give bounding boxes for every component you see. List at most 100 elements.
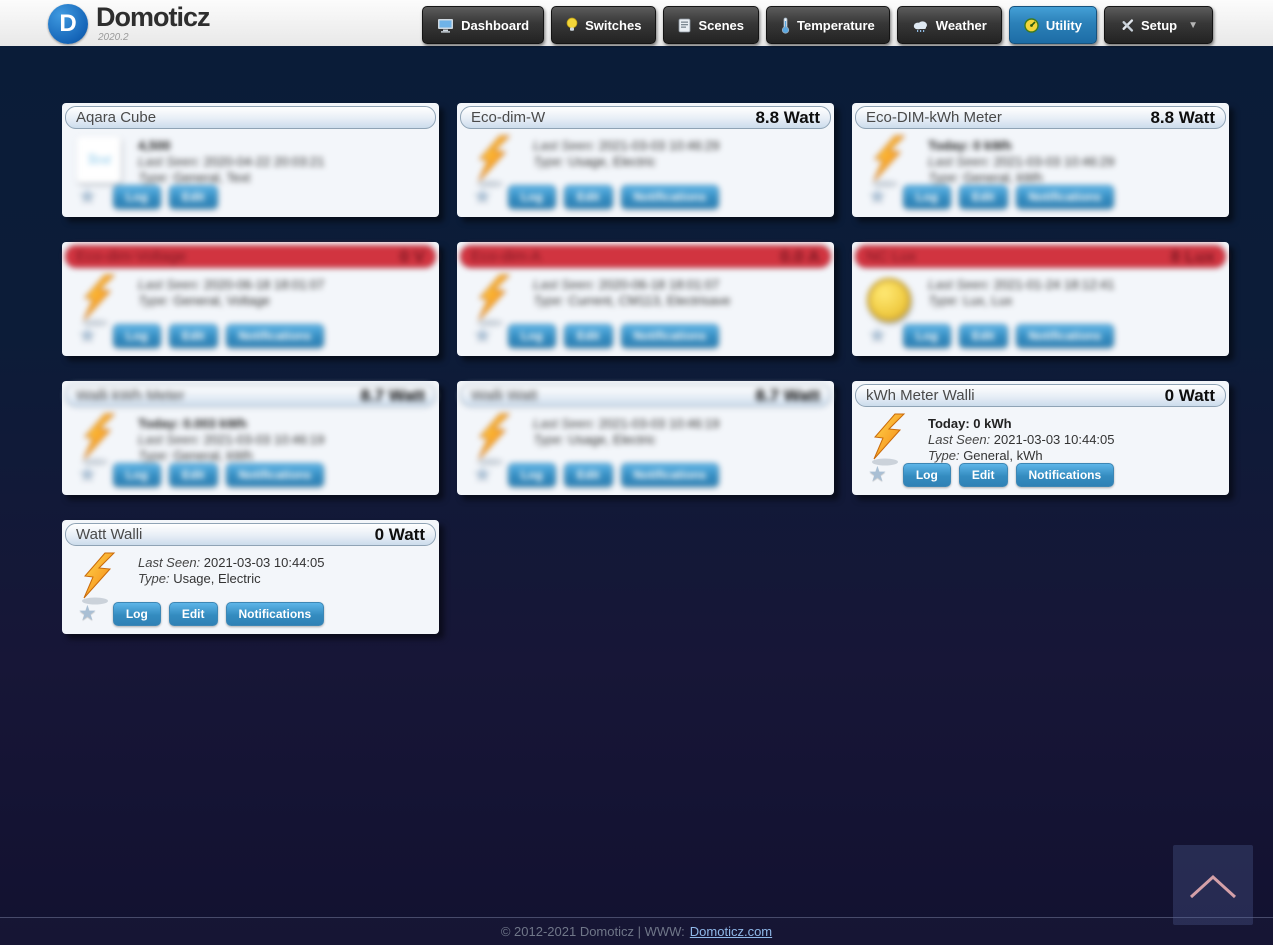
notifications-button[interactable]: Notifications [620, 462, 720, 487]
device-card-eco-dim-w: Eco-dim-W 8.8 Watt Last Seen: 2021-03-03… [457, 103, 834, 217]
app-logo[interactable]: D Domoticz 2020.2 [48, 2, 210, 44]
notifications-button[interactable]: Notifications [620, 184, 720, 209]
device-title: Watt Walli [76, 526, 143, 543]
thermometer-icon [781, 17, 790, 34]
notifications-button[interactable]: Notifications [225, 601, 325, 626]
device-type-line: Type: General, Voltage [138, 293, 271, 308]
favorite-star-icon[interactable]: ★ [78, 602, 97, 625]
edit-button[interactable]: Edit [563, 323, 613, 348]
nav-button-setup[interactable]: Setup ▼ [1103, 6, 1213, 44]
log-button[interactable]: Log [902, 462, 951, 487]
device-title: NC Lux [866, 248, 917, 265]
nav-button-switches[interactable]: Switches ▼ [551, 6, 657, 44]
cloud-icon [912, 19, 929, 32]
nav-button-temperature[interactable]: Temperature ▼ [765, 6, 890, 44]
device-title: kWh Meter Walli [866, 387, 975, 404]
lightbulb-icon [566, 17, 578, 33]
device-lastseen-line: Last Seen: 2021-03-03 10:46:29 [533, 138, 720, 153]
device-card-eco-dim-voltage: Eco-dim-Voltage 0 V Last Seen: 2020-06-1… [62, 242, 439, 356]
device-type-line: Type: Current, CM113, Electrisave [533, 293, 731, 308]
device-type-line: Type: Usage, Electric [533, 432, 656, 447]
device-value: 0.0 A [779, 246, 820, 266]
device-lastseen-line: Last Seen: 2021-03-03 10:46:19 [533, 416, 720, 431]
lightning-bolt-icon [872, 413, 906, 466]
header-bar: D Domoticz 2020.2 Dashboard ▼ Switches ▼… [0, 0, 1273, 50]
notifications-button[interactable]: Notifications [1015, 462, 1115, 487]
device-card-kwh-meter-walli: kWh Meter Walli 0 Watt Today: 0 kWh Last… [852, 381, 1229, 495]
scenes-icon [678, 18, 691, 33]
edit-button[interactable]: Edit [168, 601, 218, 626]
favorite-star-icon[interactable]: ★ [473, 463, 492, 486]
chevron-up-icon [1189, 874, 1237, 899]
notifications-button[interactable]: Notifications [1015, 184, 1115, 209]
device-value: 8 Lux [1170, 246, 1215, 266]
edit-button[interactable]: Edit [563, 462, 613, 487]
favorite-star-icon[interactable]: ★ [78, 324, 97, 347]
device-card-header: Eco-dim-W 8.8 Watt [460, 106, 831, 129]
favorite-star-icon[interactable]: ★ [868, 324, 887, 347]
log-button[interactable]: Log [112, 323, 161, 348]
nav-button-weather[interactable]: Weather ▼ [896, 6, 1002, 44]
lightning-bolt-icon [477, 413, 511, 466]
device-lastseen-line: Last Seen: 2021-03-03 10:44:05 [928, 432, 1115, 447]
device-card-header: NC Lux 8 Lux [855, 245, 1226, 268]
scroll-to-top-button[interactable] [1173, 845, 1253, 925]
log-button[interactable]: Log [902, 323, 951, 348]
device-value: 8.8 Watt [755, 107, 820, 127]
nav-button-scenes[interactable]: Scenes ▼ [663, 6, 759, 44]
device-lastseen-line: Last Seen: 2020-04-22 20:03:21 [138, 154, 325, 169]
device-card-eco-dim-kwh-meter: Eco-DIM-kWh Meter 8.8 Watt Today: 0 kWh … [852, 103, 1229, 217]
device-lastseen-line: Last Seen: 2020-06-18 18:01:07 [533, 277, 720, 292]
device-type-line: Type: General, Text [138, 170, 251, 185]
nav-button-utility[interactable]: Utility ▼ [1008, 6, 1097, 44]
device-title: Eco-dim-Voltage [76, 248, 187, 265]
edit-button[interactable]: Edit [958, 184, 1008, 209]
notifications-button[interactable]: Notifications [225, 462, 325, 487]
device-card-header: Watt Walli 0 Watt [65, 523, 436, 546]
edit-button[interactable]: Edit [168, 462, 218, 487]
nav-button-dashboard[interactable]: Dashboard ▼ [422, 6, 545, 44]
device-title: Aqara Cube [76, 109, 157, 126]
text-device-icon: Text [77, 137, 121, 183]
lux-device-icon [867, 278, 911, 322]
device-card-header: Eco-dim-Voltage 0 V [65, 245, 436, 268]
edit-button[interactable]: Edit [563, 184, 613, 209]
edit-button[interactable]: Edit [958, 462, 1008, 487]
lightning-bolt-icon [82, 274, 116, 327]
device-title: Walli kWh Meter [76, 387, 185, 404]
footer-link[interactable]: Domoticz.com [689, 924, 773, 939]
favorite-star-icon[interactable]: ★ [473, 185, 492, 208]
device-card-eco-dim-a: Eco-dim-A 0.0 A Last Seen: 2020-06-18 18… [457, 242, 834, 356]
device-value: 0 Watt [374, 524, 425, 544]
lightning-bolt-icon [477, 274, 511, 327]
log-button[interactable]: Log [112, 184, 161, 209]
device-card-header: kWh Meter Walli 0 Watt [855, 384, 1226, 407]
device-type-line: Type: General, kWh [928, 170, 1043, 185]
edit-button[interactable]: Edit [168, 323, 218, 348]
device-type-line: Type: Usage, Electric [138, 571, 261, 586]
device-type-line: Type: Lux, Lux [928, 293, 1013, 308]
log-button[interactable]: Log [507, 184, 556, 209]
favorite-star-icon[interactable]: ★ [868, 463, 887, 486]
favorite-star-icon[interactable]: ★ [78, 185, 97, 208]
notifications-button[interactable]: Notifications [620, 323, 720, 348]
device-lastseen-line: Last Seen: 2021-03-03 10:46:19 [138, 432, 325, 447]
device-type-line: Type: General, kWh [928, 448, 1043, 463]
log-button[interactable]: Log [112, 601, 161, 626]
log-button[interactable]: Log [507, 462, 556, 487]
device-card-header: Walli kWh Meter 8.7 Watt [65, 384, 436, 407]
log-button[interactable]: Log [507, 323, 556, 348]
notifications-button[interactable]: Notifications [225, 323, 325, 348]
edit-button[interactable]: Edit [958, 323, 1008, 348]
log-button[interactable]: Log [112, 462, 161, 487]
edit-button[interactable]: Edit [168, 184, 218, 209]
device-value: 0 V [399, 246, 425, 266]
log-button[interactable]: Log [902, 184, 951, 209]
favorite-star-icon[interactable]: ★ [868, 185, 887, 208]
lightning-bolt-icon [82, 413, 116, 466]
device-card-watt-walli: Watt Walli 0 Watt Last Seen: 2021-03-03 … [62, 520, 439, 634]
footer-copyright: © 2012-2021 Domoticz | WWW: [500, 924, 685, 939]
favorite-star-icon[interactable]: ★ [78, 463, 97, 486]
notifications-button[interactable]: Notifications [1015, 323, 1115, 348]
favorite-star-icon[interactable]: ★ [473, 324, 492, 347]
